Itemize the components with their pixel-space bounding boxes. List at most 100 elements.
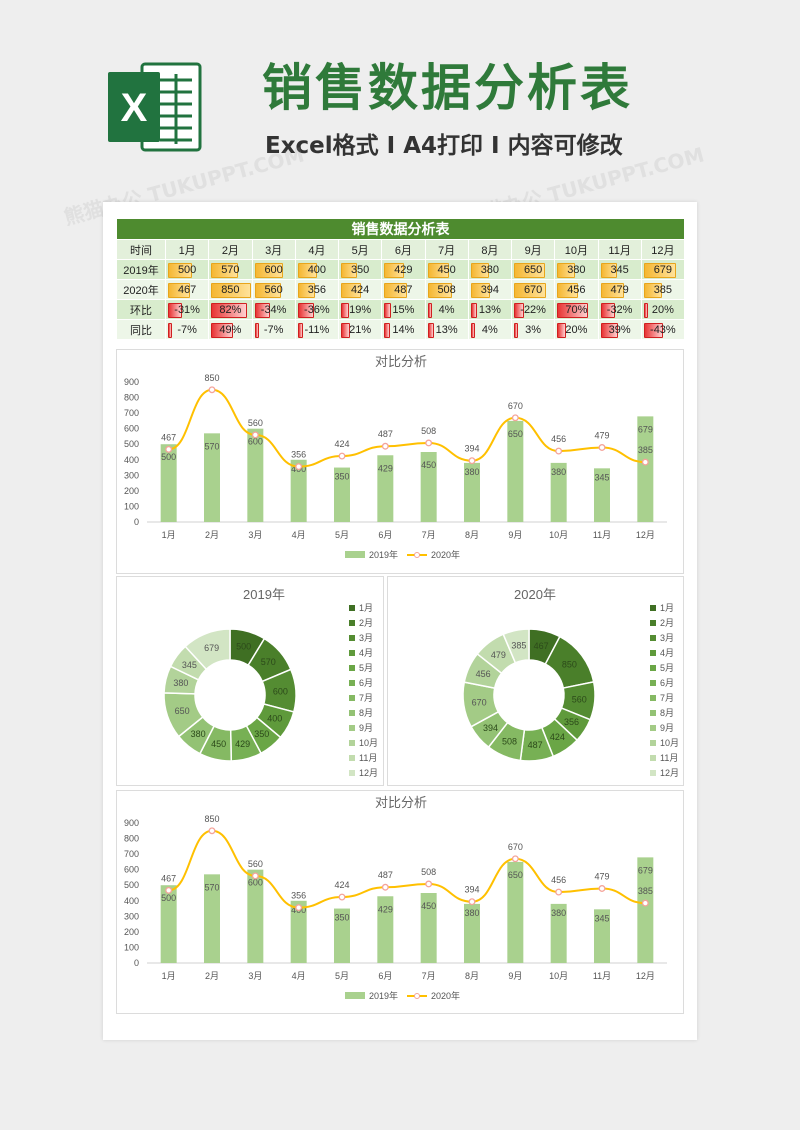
table-row: 环比 -31% 82% -34% -36% 19% 15% 4% 13% -22% 70% -32% 2…: [116, 299, 686, 320]
line-point-2020: [208, 827, 216, 835]
bar-value-label: 345: [594, 472, 609, 482]
line-point-2020: [511, 855, 519, 863]
data-bar: [168, 262, 192, 278]
data-bar: [600, 262, 617, 278]
bar-value-label: 380: [464, 908, 479, 918]
legend-swatch: [650, 725, 656, 731]
cell-value: 385: [653, 283, 673, 296]
bar-value-label: 650: [508, 429, 523, 439]
databar-cell: 3%: [513, 321, 554, 339]
header-cell-time: 时间: [116, 239, 166, 260]
line-point-2020: [468, 898, 476, 906]
donut-value-label: 450: [211, 739, 226, 749]
databar-cell: 679: [642, 261, 683, 279]
bar-value-label: 500: [161, 452, 176, 462]
databar-cell: 82%: [210, 301, 251, 319]
table-cell: 4%: [424, 299, 469, 320]
donut-value-label: 385: [511, 641, 526, 651]
databar-cell: 450: [426, 261, 467, 279]
y-tick-label: 600: [124, 424, 139, 434]
line-point-2020: [338, 893, 346, 901]
bar-2019: [247, 428, 264, 522]
page-title: 销售数据分析表: [262, 59, 633, 117]
cell-value: 487: [394, 283, 413, 296]
legend-label: 8月: [359, 708, 373, 718]
legend-label: 1月: [359, 603, 373, 613]
data-bar: [297, 302, 314, 318]
data-bar: [470, 302, 477, 318]
table-cell: 20%: [640, 299, 686, 320]
donut-value-label: 467: [534, 641, 549, 651]
line-value-label: 487: [378, 429, 393, 439]
data-bar: [341, 282, 361, 298]
bar-value-label: 350: [334, 913, 349, 923]
line-2020: [168, 829, 646, 909]
cell-value: 429: [394, 263, 413, 276]
bar-2019: [550, 903, 567, 963]
cell-value: -22%: [520, 303, 546, 316]
line-value-label: 424: [334, 439, 349, 449]
line-point-2020: [338, 452, 346, 460]
line-point-2020: [468, 457, 476, 465]
table-cell: 19%: [337, 299, 383, 320]
y-tick-label: 0: [134, 517, 139, 527]
databar-cell: 13%: [426, 321, 467, 339]
legend-label: 7月: [359, 693, 373, 703]
line-point-2020: [381, 442, 389, 450]
legend-label-2020: 2020年: [431, 990, 460, 1001]
donut-value-label: 487: [528, 740, 543, 750]
header-cell-month: 10月: [554, 239, 599, 260]
data-bar: [427, 262, 449, 278]
databar-cell: 508: [426, 281, 467, 299]
databar-cell: 500: [167, 261, 208, 279]
header-cell-month: 5月: [337, 239, 383, 260]
data-bar: [341, 262, 357, 278]
line-value-label: 508: [421, 426, 436, 436]
donut-chart-2019: 2019年 500 570 600 400 350 429 450 380 650 380 345 67…: [163, 587, 378, 778]
x-tick-label: 12月: [636, 971, 655, 981]
line-point-2020: [425, 880, 433, 888]
data-bar: [341, 302, 349, 318]
row-label-cell: 2019年: [116, 259, 166, 280]
line-value-label: 467: [161, 873, 176, 883]
legend-swatch: [650, 650, 656, 656]
cell-value: 479: [610, 283, 629, 296]
table-cell: 49%: [208, 319, 253, 340]
legend-label: 4月: [359, 648, 373, 658]
legend-label: 5月: [359, 663, 373, 673]
databar-cell: 356: [296, 281, 337, 299]
line-value-label: 456: [551, 434, 566, 444]
databar-cell: 600: [253, 261, 294, 279]
bar-value-label: 450: [421, 901, 436, 911]
donut-slice: [184, 628, 231, 671]
bar-2019: [160, 885, 177, 963]
x-tick-label: 3月: [248, 530, 262, 540]
data-bar: [514, 282, 546, 298]
cell-value: 508: [437, 283, 456, 296]
legend-swatch: [349, 695, 355, 701]
logo-letter: X: [121, 86, 148, 130]
databar-cell: 49%: [210, 321, 251, 339]
table-cell: -22%: [510, 299, 556, 320]
bar-value-label: 380: [551, 467, 566, 477]
data-bar: [643, 322, 663, 338]
y-tick-label: 100: [124, 942, 139, 952]
line-value-label: 508: [421, 867, 436, 877]
y-tick-label: 500: [124, 880, 139, 890]
x-tick-label: 8月: [465, 971, 479, 981]
legend-swatch: [349, 635, 355, 641]
cell-value: 850: [221, 283, 240, 296]
legend-label: 11月: [359, 753, 377, 763]
table-cell: 429: [381, 259, 426, 280]
data-bar: [514, 322, 518, 338]
table-cell: 560: [251, 279, 296, 300]
legend-swatch: [349, 770, 355, 776]
data-bar: [211, 302, 248, 318]
legend-label-2019: 2019年: [369, 990, 398, 1001]
cell-value: 467: [177, 283, 197, 296]
bar-2019: [507, 420, 524, 522]
cell-value: 670: [523, 283, 543, 296]
bar-2019: [420, 452, 437, 522]
cell-value: 424: [350, 283, 370, 296]
table-cell: 385: [640, 279, 686, 300]
